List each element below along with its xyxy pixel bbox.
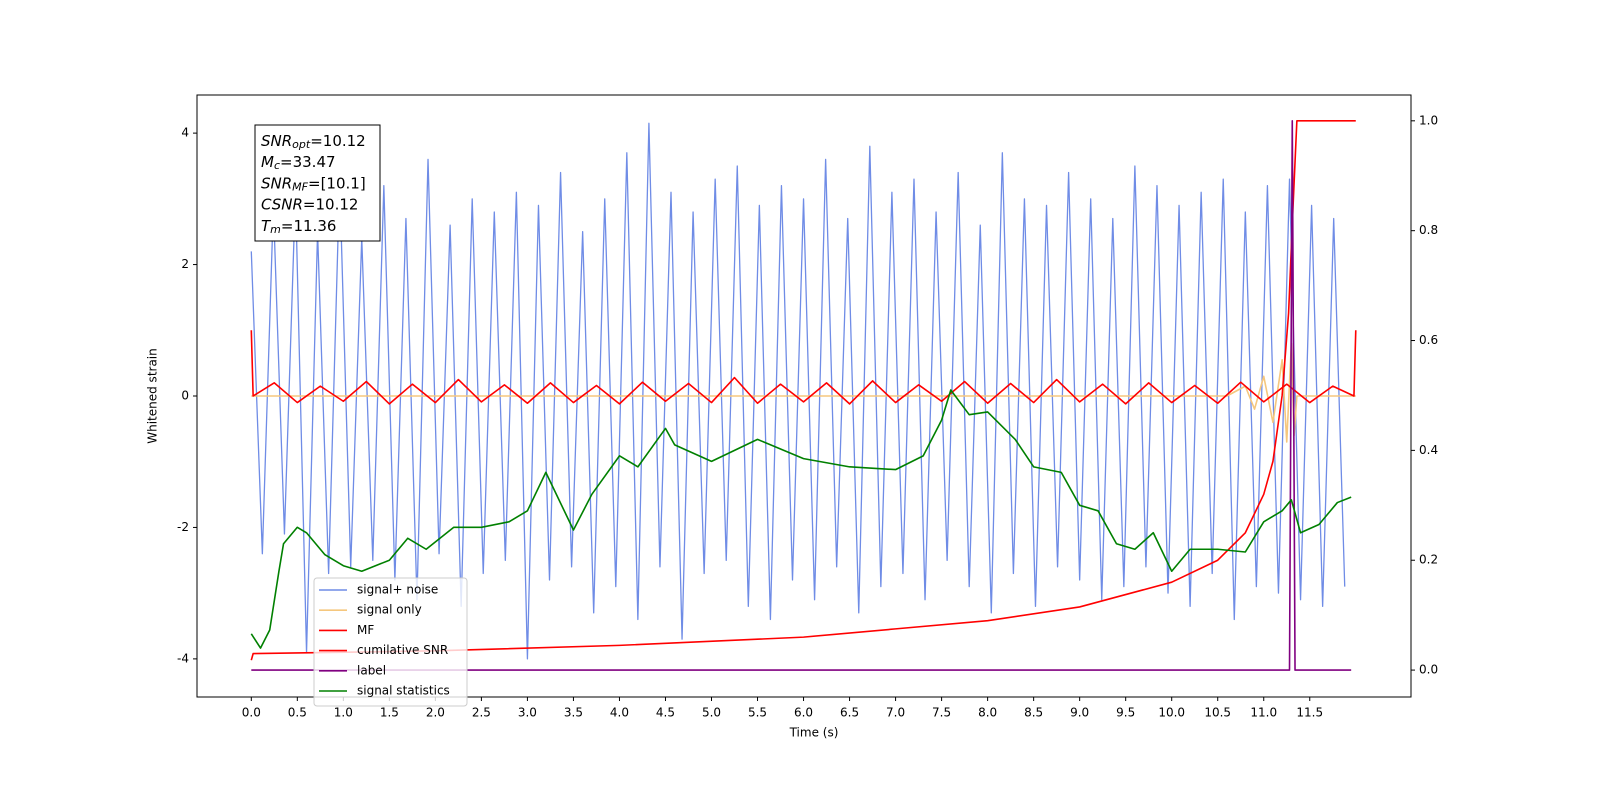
- x-tick-label: 7.0: [886, 706, 905, 720]
- annotation-subscript: c: [274, 159, 280, 172]
- x-tick-label: 2.5: [472, 706, 491, 720]
- y-tick-label: -4: [177, 651, 189, 665]
- x-tick-label: 8.0: [978, 706, 997, 720]
- y-tick-label: 0: [181, 389, 189, 403]
- annotation-symbol: CSNR: [261, 195, 303, 213]
- y-tick-label: 4: [181, 126, 189, 140]
- legend-label: label: [357, 663, 386, 677]
- x-tick-label: 0.5: [288, 706, 307, 720]
- legend-label: cumilative SNR: [357, 643, 448, 657]
- series-line: [250, 120, 1356, 661]
- y-axis-label: Whitened strain: [146, 348, 160, 444]
- x-tick-label: 3.0: [518, 706, 537, 720]
- annotation-line: Mc=33.47: [261, 153, 336, 173]
- annotation-line: CSNR=10.12: [261, 195, 358, 213]
- x-tick-label: 2.0: [426, 706, 445, 720]
- x-tick-label: 11.5: [1296, 706, 1323, 720]
- y2-tick-label: 0.6: [1419, 333, 1438, 347]
- x-tick-label: 7.5: [932, 706, 951, 720]
- x-tick-label: 9.5: [1116, 706, 1135, 720]
- x-tick-label: 1.0: [334, 706, 353, 720]
- x-tick-label: 10.0: [1158, 706, 1185, 720]
- annotation-value: =10.12: [310, 132, 366, 150]
- x-tick-label: 8.5: [1024, 706, 1043, 720]
- series-line: [250, 389, 1352, 649]
- series-line: [250, 122, 1346, 660]
- annotation-value: =[10.1]: [308, 174, 366, 192]
- annotation-line: Tm=11.36: [261, 216, 336, 236]
- legend: signal+ noise signal only MF cumilative SNR…: [313, 577, 468, 707]
- x-tick-label: 5.5: [748, 706, 767, 720]
- x-tick-label: 1.5: [380, 706, 399, 720]
- legend-label: MF: [357, 623, 374, 637]
- x-tick-label: 10.5: [1204, 706, 1231, 720]
- legend-label: signal only: [357, 603, 422, 617]
- annotation-value: =33.47: [280, 153, 336, 171]
- annotation-subscript: opt: [292, 138, 311, 151]
- y2-tick-label: 0.0: [1419, 663, 1438, 677]
- series-line: [251, 120, 1352, 671]
- y-tick-label: 2: [181, 257, 189, 271]
- annotation-box: [254, 124, 381, 242]
- series-line: [251, 342, 1356, 443]
- x-tick-label: 3.5: [564, 706, 583, 720]
- x-tick-label: 11.0: [1250, 706, 1277, 720]
- annotation: SNRopt=10.12Mc=33.47SNRMF=[10.1]CSNR=10.…: [254, 124, 381, 242]
- y2-tick-label: 0.2: [1419, 553, 1438, 567]
- annotation-symbol: M: [261, 153, 274, 171]
- x-tick-label: 9.0: [1070, 706, 1089, 720]
- annotation-symbol: SNR: [261, 174, 292, 192]
- y2-tick-label: 0.8: [1419, 223, 1438, 237]
- annotation-value: =10.12: [303, 195, 359, 213]
- annotation-line: SNRopt=10.12: [261, 132, 366, 152]
- annotation-line: SNRMF=[10.1]: [261, 174, 366, 194]
- annotation-symbol: SNR: [261, 132, 292, 150]
- series-line: [250, 330, 1357, 405]
- annotation-subscript: m: [270, 223, 281, 236]
- x-tick-label: 5.0: [702, 706, 721, 720]
- legend-box: [313, 577, 468, 707]
- x-tick-label: 6.0: [794, 706, 813, 720]
- annotation-subscript: MF: [292, 180, 308, 193]
- annotation-symbol: T: [261, 216, 272, 234]
- x-tick-label: 4.0: [610, 706, 629, 720]
- y2-tick-label: 0.4: [1419, 443, 1438, 457]
- x-tick-label: 6.5: [840, 706, 859, 720]
- x-axis-label: Time (s): [789, 726, 839, 740]
- legend-label: signal+ noise: [357, 583, 438, 597]
- x-tick-label: 0.0: [242, 706, 261, 720]
- legend-label: signal statistics: [357, 684, 450, 698]
- x-tick-label: 4.5: [656, 706, 675, 720]
- y2-tick-label: 1.0: [1419, 113, 1438, 127]
- y-tick-label: -2: [177, 520, 189, 534]
- annotation-value: =11.36: [281, 216, 337, 234]
